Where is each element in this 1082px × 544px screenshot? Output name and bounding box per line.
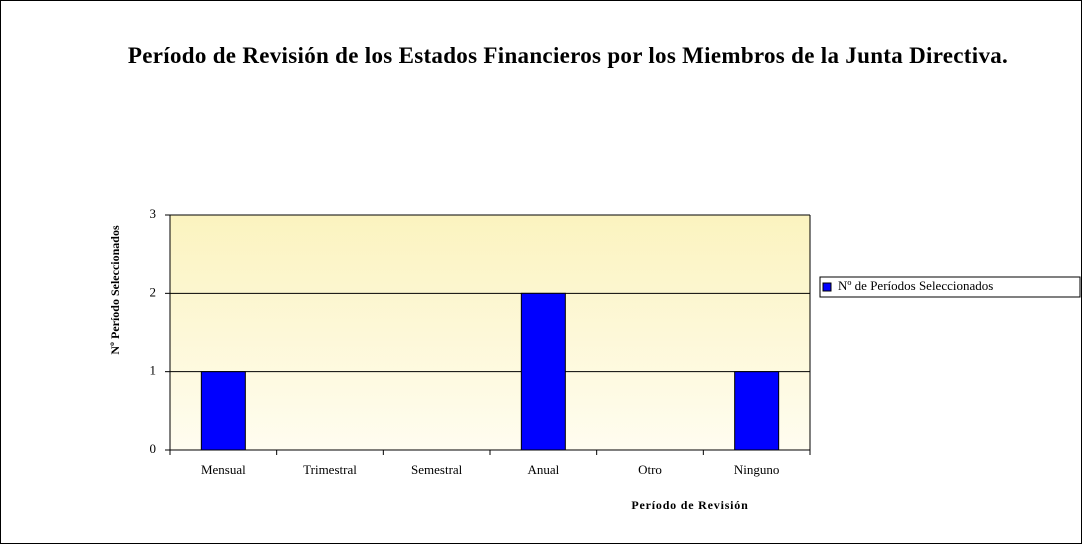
- chart-title: Período de Revisión de los Estados Finan…: [127, 43, 1009, 68]
- y-tick-label: 1: [150, 363, 157, 378]
- bar: [520, 292, 566, 451]
- y-axis-title: Nº Período Seleccionados: [108, 225, 122, 355]
- x-tick-label: Ninguno: [734, 462, 780, 477]
- legend-swatch: [822, 282, 832, 292]
- x-axis-title: Período de Revisión: [631, 498, 748, 512]
- x-tick-label: Mensual: [201, 462, 246, 477]
- y-tick-label: 3: [150, 206, 157, 221]
- legend-box: [819, 276, 1081, 298]
- legend-label: Nº de Períodos Seleccionados: [838, 278, 993, 293]
- x-tick-label: Otro: [638, 462, 662, 477]
- x-tick-label: Semestral: [411, 462, 463, 477]
- plot-area: [170, 215, 810, 450]
- bar: [734, 371, 780, 451]
- bar: [200, 371, 246, 451]
- x-tick-label: Anual: [527, 462, 559, 477]
- x-tick-label: Trimestral: [303, 462, 357, 477]
- y-tick-label: 0: [150, 441, 157, 456]
- y-tick-label: 2: [150, 284, 157, 299]
